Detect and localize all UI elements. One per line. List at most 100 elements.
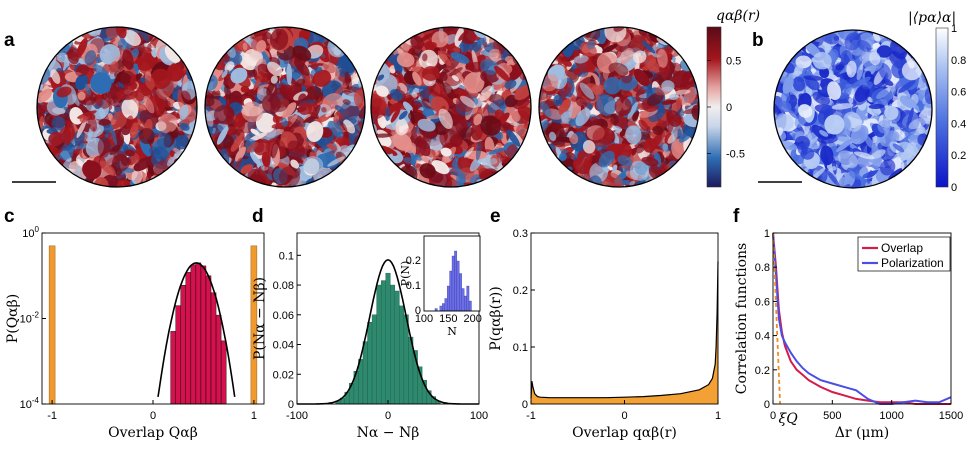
y-tick-label: 0.06 [273,310,294,322]
texture-blob [868,103,885,110]
texture-blob [48,131,63,146]
texture-blob [871,149,886,160]
y-tick-label: 0.02 [273,369,294,381]
inset-y-tick-label: 0 [415,305,421,317]
panel-label-d: d [252,206,264,227]
texture-blob [504,79,517,90]
colorbar-p-title: |⟨pα⟩α| [908,10,956,26]
texture-blob [857,39,872,53]
texture-blob [798,104,813,118]
texture-blob [613,125,623,133]
texture-blob [579,82,595,100]
texture-blob [179,104,189,120]
texture-blob [449,134,463,147]
texture-blob [774,99,781,116]
texture-blob [84,83,91,96]
texture-blob [37,84,44,101]
axes-box [41,232,265,405]
texture-blob [327,156,345,167]
texture-blob [99,160,116,176]
distribution-area [531,261,718,404]
texture-blob [145,75,155,90]
texture-blob [438,108,453,129]
texture-blob [604,27,627,43]
x-axis-label: Nα − Nβ [357,425,420,441]
texture-blob [143,95,155,114]
texture-blob [151,50,157,58]
texture-blob [321,106,327,113]
texture-blob [831,103,854,110]
texture-blob [257,71,268,83]
texture-blob [149,146,170,160]
texture-blob [820,145,834,166]
texture-blob [205,94,210,115]
texture-blob [163,100,171,108]
texture-blob [898,80,916,93]
texture-blob [517,105,531,123]
texture-blob [812,91,831,105]
x-tick-label: -1 [526,410,536,422]
texture-blob [437,50,452,67]
texture-blob [339,120,348,132]
panel-label-f: f [733,206,740,227]
texture-blob [442,27,458,32]
inset-histogram-bar [451,255,455,312]
texture-blob [125,115,134,130]
inset-histogram-bar [446,285,450,312]
texture-blob [592,127,613,148]
texture-blob [299,29,311,40]
gaussian-fit-line [157,262,236,398]
texture-blob [413,135,422,147]
panel-b: b |⟨pα⟩α| 10.80.60.40.20 [752,10,966,194]
overlap-map-4 [539,27,699,187]
texture-blob [619,47,634,65]
texture-blob [848,164,869,180]
texture-blob [824,114,845,135]
texture-blob [602,43,618,54]
texture-blob [480,115,502,136]
axes-box [423,235,481,312]
texture-blob [666,110,682,127]
texture-blob [130,74,137,84]
texture-blob [504,94,518,108]
x-tick-label: 0 [621,410,627,422]
texture-blob [282,102,297,119]
texture-blob [583,153,593,170]
texture-blob [287,140,306,158]
texture-blob [302,156,324,175]
texture-blob [131,168,143,185]
texture-blob [909,133,915,143]
texture-blob [353,89,365,110]
legend-label: Overlap [881,241,923,255]
texture-blob [540,101,552,118]
texture-blob [899,95,917,109]
texture-blob [76,119,87,138]
texture-blob [638,119,649,132]
y-tick-label: 0.1 [513,342,528,354]
inset-histogram-bar [461,288,465,312]
histogram-bar [215,314,222,405]
histogram-bar [195,262,202,405]
y-tick-label: 0.6 [755,296,770,308]
inset-y-axis-label: P(N) [399,261,412,287]
overlap-map-1 [37,27,197,187]
x-tick-label: 1500 [939,410,963,422]
texture-blob [150,68,171,89]
histogram-bar [376,284,382,405]
texture-blob [419,33,432,42]
texture-blob [803,75,824,81]
texture-blob [504,106,521,123]
texture-blob [325,142,338,152]
distribution-line [530,261,719,399]
histogram-bar [371,314,377,405]
texture-blob [109,145,121,155]
texture-blob [300,131,306,139]
texture-blob [137,54,158,71]
texture-blob [405,142,417,154]
texture-blob [908,117,928,130]
texture-blob [488,147,505,155]
texture-blob [586,40,596,50]
